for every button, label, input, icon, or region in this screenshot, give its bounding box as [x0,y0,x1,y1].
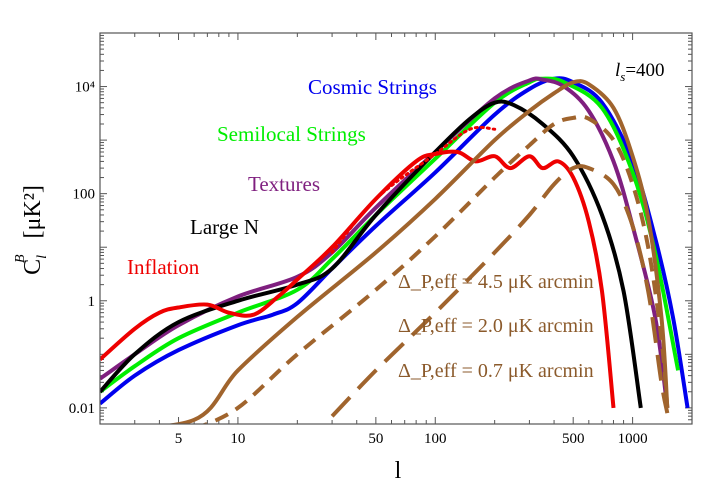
y-axis-title: ClB [μK²] [13,185,50,275]
x-tick-label: 100 [424,431,447,447]
label-textures: Textures [248,172,320,196]
label-semilocal-strings: Semilocal Strings [217,122,366,146]
y-tick-label: 10⁴ [75,80,95,96]
label-inflation: Inflation [127,255,200,279]
series-group [100,76,690,424]
series-semilocal-strings [100,76,681,394]
plot-frame [99,32,693,425]
x-tick-label: 500 [562,431,585,447]
svg-text:ClB [μK²]: ClB [μK²] [13,185,50,275]
series--p-eff-2-0-k-arcmin [201,114,670,424]
y-tick-label: 100 [73,187,96,203]
label-large-n: Large N [190,215,259,239]
series--p-eff-0-7-k-arcmin [330,164,670,418]
series-inflation-lensing [330,125,497,254]
x-tick-label: 5 [175,431,183,447]
y-tick-label: 1 [88,294,96,310]
series-textures [100,76,670,409]
x-axis-title: l [395,458,402,484]
x-tick-label: 50 [368,431,383,447]
x-tick-label: 10 [230,431,245,447]
y-tick-label: 0.01 [69,401,95,417]
x-tick-label: 1000 [618,431,648,447]
series-inflation [100,149,616,409]
corner-annotation: ls=400 [615,60,665,84]
axis-ticks: 5 10 50 100 500 1000 0.01 1 100 10⁴ [69,32,693,447]
label-cosmic-strings: Cosmic Strings [308,75,437,99]
noise-label-4-5: Δ_P,eff = 4.5 μK arcmin [398,271,594,293]
noise-label-0-7: Δ_P,eff = 0.7 μK arcmin [398,360,594,382]
noise-label-2-0: Δ_P,eff = 2.0 μK arcmin [398,315,594,337]
series--p-eff-4-5-k-arcmin [164,79,670,424]
